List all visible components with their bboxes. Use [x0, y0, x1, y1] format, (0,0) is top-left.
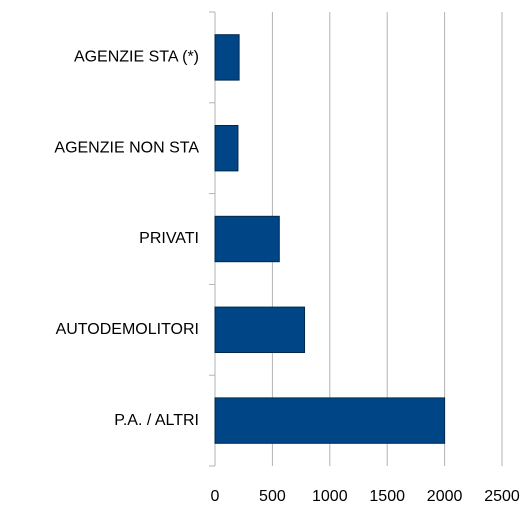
bar	[214, 215, 280, 263]
x-tick-label: 1000	[312, 488, 348, 505]
x-tick-label: 500	[259, 488, 286, 505]
x-tick-label: 1500	[369, 488, 405, 505]
bar	[214, 397, 446, 444]
y-tick-label: AGENZIE NON STA	[54, 139, 199, 156]
y-tick-label: P.A. / ALTRI	[114, 412, 199, 429]
y-tick-label: PRIVATI	[139, 230, 199, 247]
x-tick-label: 2500	[484, 488, 520, 505]
bar	[214, 125, 239, 172]
y-tick-label: AUTODEMOLITORI	[56, 321, 199, 338]
bar	[214, 34, 240, 81]
y-tick-label: AGENZIE STA (*)	[74, 49, 199, 66]
x-tick-label: 2000	[427, 488, 463, 505]
x-tick-label: 0	[211, 488, 220, 505]
bar	[214, 306, 306, 354]
